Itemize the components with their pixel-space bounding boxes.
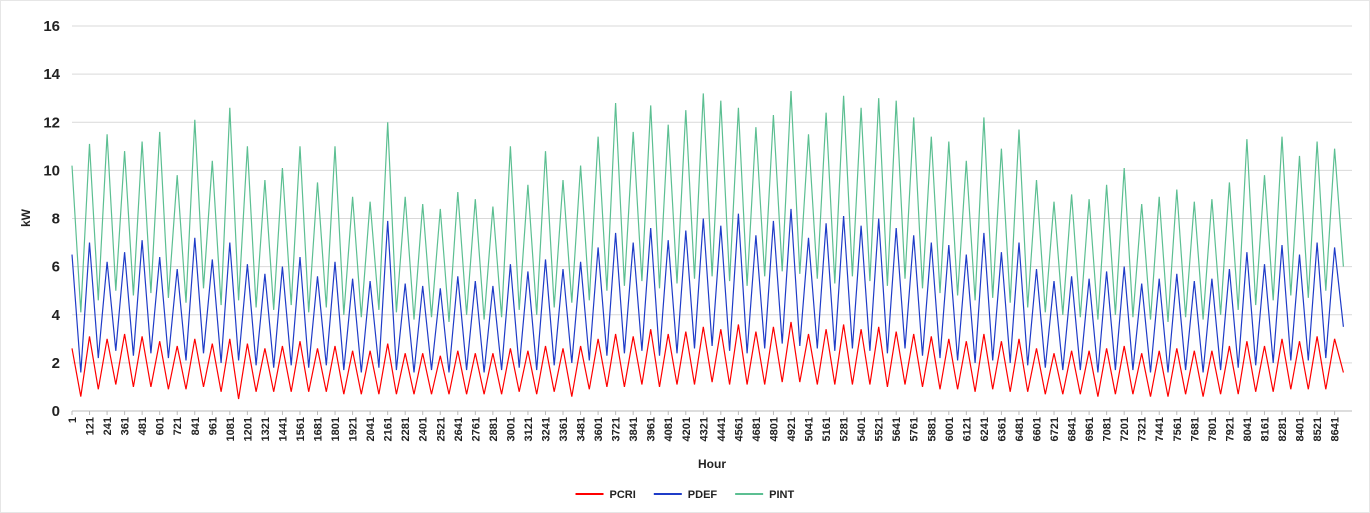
x-tick-label: 2761 xyxy=(470,417,482,441)
x-tick-label: 6121 xyxy=(961,417,973,441)
x-tick-label: 4081 xyxy=(663,417,675,441)
y-tick-label: 14 xyxy=(43,66,60,83)
series-line xyxy=(71,208,1344,373)
x-tick-label: 3121 xyxy=(523,417,535,441)
x-tick-label: 7321 xyxy=(1137,417,1149,441)
x-tick-label: 1321 xyxy=(260,417,272,441)
x-tick-label: 1081 xyxy=(225,417,237,441)
x-tick-label: 2401 xyxy=(418,417,430,441)
x-tick-label: 2641 xyxy=(453,417,465,441)
y-tick-label: 12 xyxy=(43,114,60,131)
x-tick-label: 5401 xyxy=(856,417,868,441)
x-tick-label: 121 xyxy=(85,417,97,435)
x-tick-label: 8521 xyxy=(1312,417,1324,441)
x-tick-label: 5281 xyxy=(839,417,851,441)
x-tick-label: 481 xyxy=(137,417,149,435)
y-tick-label: 16 xyxy=(43,18,60,35)
x-tick-label: 6721 xyxy=(1049,417,1061,441)
x-tick-label: 3241 xyxy=(540,417,552,441)
y-tick-label: 6 xyxy=(52,259,60,276)
legend: PCRI PDEF PINT xyxy=(575,489,794,501)
x-tick-label: 361 xyxy=(120,417,132,435)
x-tick-label: 7441 xyxy=(1154,417,1166,441)
x-tick-label: 2881 xyxy=(488,417,500,441)
y-axis-title: kW xyxy=(19,208,33,227)
x-tick-label: 8641 xyxy=(1330,417,1342,441)
x-tick-label: 3481 xyxy=(576,417,588,441)
x-tick-label: 8041 xyxy=(1242,417,1254,441)
x-tick-label: 2041 xyxy=(365,417,377,441)
x-tick-label: 3841 xyxy=(628,417,640,441)
x-tick-label: 7201 xyxy=(1119,417,1131,441)
x-tick-label: 5761 xyxy=(909,417,921,441)
x-tick-label: 6481 xyxy=(1014,417,1026,441)
x-tick-label: 6601 xyxy=(1031,417,1043,441)
x-tick-label: 5641 xyxy=(891,417,903,441)
x-tick-label: 8401 xyxy=(1295,417,1307,441)
x-tick-label: 6841 xyxy=(1067,417,1079,441)
series-line xyxy=(71,90,1344,323)
x-tick-label: 1441 xyxy=(277,417,289,441)
x-tick-label: 4801 xyxy=(768,417,780,441)
x-tick-label: 7561 xyxy=(1172,417,1184,441)
x-tick-label: 6241 xyxy=(979,417,991,441)
x-tick-label: 8161 xyxy=(1259,417,1271,441)
x-tick-label: 4321 xyxy=(698,417,710,441)
x-axis-title: Hour xyxy=(698,457,726,471)
x-tick-label: 1681 xyxy=(313,417,325,441)
y-tick-label: 2 xyxy=(52,355,60,372)
x-tick-label: 5521 xyxy=(874,417,886,441)
x-tick-label: 4201 xyxy=(681,417,693,441)
x-tick-label: 4561 xyxy=(733,417,745,441)
x-tick-label: 3001 xyxy=(505,417,517,441)
x-tick-label: 721 xyxy=(172,417,184,435)
x-tick-label: 3601 xyxy=(593,417,605,441)
legend-label: PDEF xyxy=(688,489,718,501)
x-tick-label: 6961 xyxy=(1084,417,1096,441)
x-tick-label: 6361 xyxy=(996,417,1008,441)
x-tick-label: 2281 xyxy=(400,417,412,441)
x-tick-label: 1 xyxy=(67,417,79,423)
y-tick-label: 10 xyxy=(43,162,60,179)
x-tick-label: 3961 xyxy=(646,417,658,441)
x-tick-label: 4921 xyxy=(786,417,798,441)
legend-label: PCRI xyxy=(610,489,636,501)
x-tick-label: 3361 xyxy=(558,417,570,441)
x-tick-label: 4681 xyxy=(751,417,763,441)
x-tick-label: 961 xyxy=(207,417,219,435)
x-tick-label: 8281 xyxy=(1277,417,1289,441)
x-tick-label: 5881 xyxy=(926,417,938,441)
x-tick-label: 6001 xyxy=(944,417,956,441)
x-tick-label: 1801 xyxy=(330,417,342,441)
x-tick-label: 1201 xyxy=(242,417,254,441)
y-tick-label: 8 xyxy=(52,211,60,228)
x-tick-label: 7081 xyxy=(1102,417,1114,441)
x-tick-label: 2521 xyxy=(435,417,447,441)
x-tick-label: 4441 xyxy=(716,417,728,441)
y-tick-label: 4 xyxy=(52,307,61,324)
x-tick-label: 7681 xyxy=(1189,417,1201,441)
x-tick-label: 1561 xyxy=(295,417,307,441)
x-tick-label: 3721 xyxy=(611,417,623,441)
x-tick-label: 601 xyxy=(155,417,167,435)
x-tick-label: 5161 xyxy=(821,417,833,441)
x-tick-label: 841 xyxy=(190,417,202,435)
x-tick-label: 1921 xyxy=(348,417,360,441)
x-tick-label: 2161 xyxy=(383,417,395,441)
x-tick-label: 7921 xyxy=(1224,417,1236,441)
series-line xyxy=(71,321,1344,400)
x-tick-label: 7801 xyxy=(1207,417,1219,441)
y-tick-label: 0 xyxy=(52,403,60,420)
x-tick-label: 241 xyxy=(102,417,114,435)
x-tick-label: 5041 xyxy=(804,417,816,441)
legend-label: PINT xyxy=(769,489,794,501)
